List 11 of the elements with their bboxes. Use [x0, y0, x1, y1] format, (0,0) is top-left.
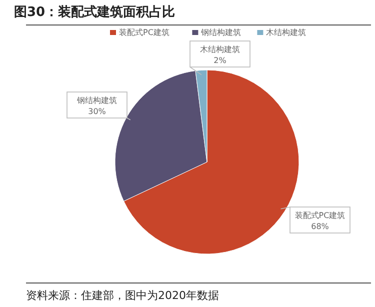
slice-label: 钢结构建筑	[76, 96, 117, 105]
legend-label: 装配式PC建筑	[119, 28, 170, 37]
text: 资料来源：住建部，图中为2020年数据	[26, 289, 219, 302]
chart-title: 图30：装配式建筑面积占比	[14, 4, 176, 20]
legend-label: 钢结构建筑	[200, 28, 242, 37]
slice-label: 木结构建筑	[200, 45, 240, 54]
data-label: 30%	[88, 107, 106, 116]
data-label: 68%	[311, 222, 330, 231]
slice-label: 装配式PC建筑	[294, 211, 346, 220]
legend-label: 木结构建筑	[266, 28, 306, 37]
data-label: 2%	[214, 56, 227, 65]
